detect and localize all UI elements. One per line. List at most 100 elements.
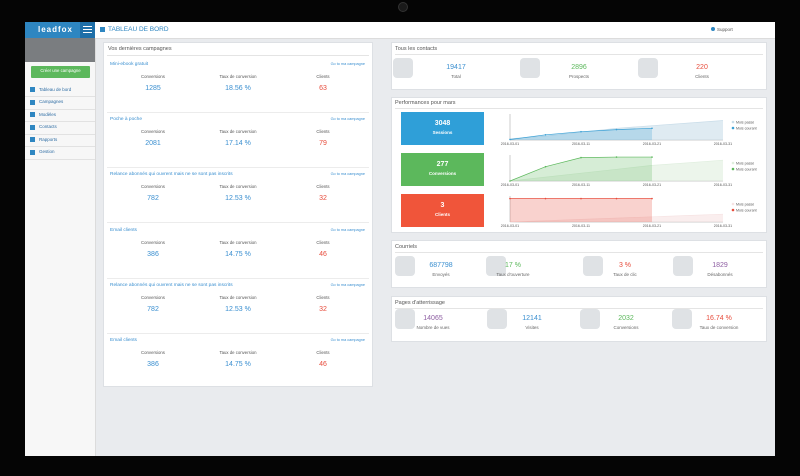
sidebar-top (25, 38, 95, 62)
campaign-value: 12.53 % (225, 306, 251, 313)
panel-title: Courriels (395, 244, 418, 250)
campaign-name[interactable]: Email clients (110, 228, 137, 233)
campaign-value: 1285 (145, 85, 161, 92)
legend-label: Mois courant (736, 208, 757, 212)
column-label: Conversions (141, 295, 165, 300)
stat-label: Envoyés (432, 272, 450, 277)
series-area (510, 198, 652, 222)
stat-value: 687798 (429, 262, 453, 269)
campaign-value: 782 (147, 306, 159, 313)
stat-label: Taux de clic (613, 272, 637, 277)
menu-item[interactable] (25, 97, 95, 110)
column-label: Conversions (141, 74, 165, 79)
camera (398, 2, 408, 12)
campaign-link[interactable]: Go to ma campagne (330, 338, 365, 342)
campaign-name[interactable]: Relance abonnés qui ouvrent mais ne se s… (110, 283, 233, 288)
kpi-value: 3 (440, 202, 445, 209)
kpi-value: 3048 (434, 120, 451, 127)
point (651, 127, 653, 130)
create-button[interactable] (31, 66, 90, 78)
point (544, 165, 547, 168)
x-tick-label: 2016-03-01 (501, 142, 519, 146)
campaign-name[interactable]: Email clients (110, 338, 137, 343)
column-label: Taux de conversion (219, 240, 257, 245)
legend-swatch (731, 202, 735, 206)
menu-label[interactable]: Contacts (39, 124, 57, 129)
menu-label[interactable]: Rapports (39, 136, 58, 142)
stat-panel (391, 296, 767, 342)
home-icon (100, 27, 105, 32)
campaign-link[interactable]: Go to ma campagne (330, 62, 365, 66)
stat-panel (391, 240, 767, 288)
campaign-name[interactable]: Poche à poche (110, 117, 143, 122)
menu-item[interactable] (25, 122, 95, 135)
menu-bar (83, 26, 92, 28)
mini-chart: 2016-03-01 2016-03-11 2016-03-21 2016-03-31… (501, 114, 757, 146)
divider (107, 278, 369, 279)
divider (107, 222, 369, 223)
menu-label[interactable]: Campagnes (39, 99, 64, 104)
x-tick-label: 2016-03-11 (572, 183, 590, 187)
x-tick-label: 2016-03-21 (643, 224, 661, 228)
menu-label[interactable]: Modèles (39, 111, 57, 117)
sidebar (25, 22, 96, 456)
campaign-name[interactable]: Relance abonnés qui ouvrent mais ne se s… (110, 172, 233, 177)
series-line (509, 120, 724, 140)
x-tick-label: 2016-03-21 (643, 183, 661, 187)
stat-icon (395, 256, 415, 276)
column-label: Conversions (141, 240, 165, 245)
kpi-box (401, 153, 484, 186)
legend-swatch (731, 126, 735, 130)
create-button-label[interactable]: Créer une campagne (40, 68, 81, 73)
header (95, 22, 775, 39)
point (615, 128, 618, 131)
campaign-value: 18.56 % (225, 85, 251, 92)
stat-label: Clients (695, 74, 709, 79)
menu-item[interactable] (25, 109, 95, 122)
campaign-name[interactable]: Mini-ebook gratuit (110, 62, 149, 67)
point (509, 138, 511, 141)
campaign-link[interactable]: Go to ma campagne (330, 117, 365, 121)
x-tick-label: 2016-03-31 (714, 224, 732, 228)
divider (107, 55, 369, 56)
campaign-link[interactable]: Go to ma campagne (330, 172, 365, 176)
x-tick-label: 2016-03-11 (572, 224, 590, 228)
column-label: Taux de conversion (219, 129, 257, 134)
campaigns-panel (103, 42, 373, 387)
stat-value: 2032 (618, 315, 634, 322)
logo[interactable]: leadfox (38, 25, 74, 34)
campaign-value: 14.75 % (225, 251, 251, 258)
series-area (510, 160, 723, 181)
menu-icon (30, 99, 35, 105)
series-area (510, 157, 652, 181)
stat-icon (673, 256, 693, 276)
legend-label: Mois courant (736, 126, 757, 130)
menu-label[interactable]: Gestion (39, 149, 55, 154)
legend-label: Mois passé (736, 161, 754, 165)
x-tick-label: 2016-03-21 (643, 142, 661, 146)
column-label: Taux de conversion (219, 74, 257, 79)
stat-label: Total (451, 74, 461, 79)
support-link[interactable]: Support (717, 27, 733, 32)
campaign-link[interactable]: Go to ma campagne (330, 228, 365, 232)
support-icon (711, 27, 715, 31)
panel-title: Performances pour mars (395, 100, 456, 106)
kpi-label: Clients (434, 212, 451, 217)
stat-label: Taux de conversion (699, 325, 739, 330)
legend-swatch (731, 161, 735, 165)
menu-bar (83, 29, 92, 31)
stat-value: 220 (696, 64, 708, 71)
campaign-value: 46 (319, 251, 327, 258)
menu-label[interactable]: Tableau de bord (39, 86, 72, 92)
menu-item[interactable] (25, 147, 95, 160)
campaign-value: 12.53 % (225, 195, 251, 202)
column-label: Conversions (141, 350, 165, 355)
divider (395, 108, 763, 109)
campaign-link[interactable]: Go to ma campagne (330, 283, 365, 287)
menu-item[interactable] (25, 134, 95, 147)
stat-icon (520, 58, 540, 78)
divider (395, 308, 763, 309)
menu-item[interactable] (25, 84, 95, 97)
divider (395, 54, 763, 55)
x-tick-label: 2016-03-11 (572, 142, 590, 146)
